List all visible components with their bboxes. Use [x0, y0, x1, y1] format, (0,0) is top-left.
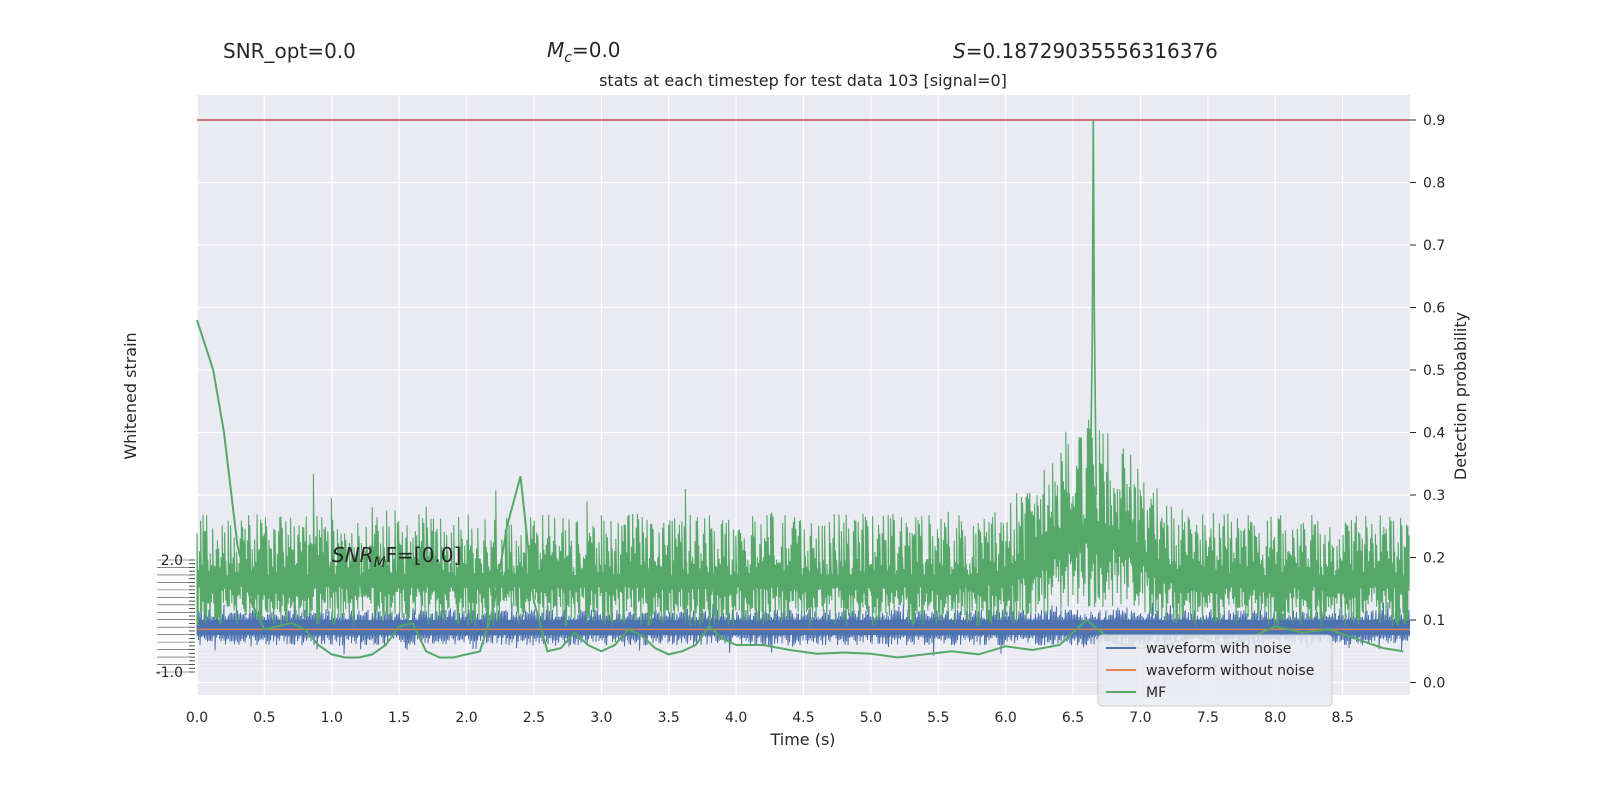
x-tick-label: 0.5: [253, 710, 275, 726]
x-tick-label: 5.5: [927, 710, 949, 726]
y-tick-label: 0.2: [1423, 551, 1445, 567]
x-tick-label: 1.5: [388, 710, 410, 726]
snr-opt-label: SNR_opt=0.0: [223, 39, 356, 63]
noise-trace: [196, 602, 1410, 656]
plot-area: [196, 95, 1410, 695]
y-tick-label: 0.4: [1423, 426, 1445, 442]
legend-label-noise: waveform with noise: [1146, 641, 1291, 657]
left-tick-label: 2.0: [161, 553, 183, 569]
left-axis-ticks: 2.0 -1.0: [156, 553, 195, 681]
snr-mf-annotation: SNRMF=[0.0]: [332, 543, 461, 571]
left-axis-label: Whitened strain: [121, 332, 140, 459]
x-tick-label: 4.0: [725, 710, 747, 726]
x-tick-label: 7.5: [1197, 710, 1219, 726]
y-tick-label: 0.6: [1423, 301, 1445, 317]
legend: waveform with noise waveform without noi…: [1097, 634, 1333, 707]
x-tick-label: 8.0: [1264, 710, 1286, 726]
x-tick-label: 2.5: [523, 710, 545, 726]
x-tick-label: 7.0: [1129, 710, 1151, 726]
x-axis-ticks: 0.0 0.5 1.0 1.5 2.0 2.5 3.0 3.5 4.0 4.5 5.0 5.5 6.0 6…: [186, 710, 1354, 726]
y-tick-label: 0.7: [1423, 238, 1445, 254]
x-tick-label: 3.5: [658, 710, 680, 726]
y-tick-label: 0.8: [1423, 176, 1445, 192]
y-tick-label: 0.0: [1423, 676, 1445, 692]
x-tick-label: 6.0: [995, 710, 1017, 726]
x-tick-label: 2.0: [455, 710, 477, 726]
right-axis-label: Detection probability: [1451, 312, 1470, 480]
x-tick-label: 0.0: [186, 710, 208, 726]
legend-label-mf: MF: [1146, 685, 1166, 701]
legend-label-clean: waveform without noise: [1146, 663, 1314, 679]
statistic-label: S=0.18729035556316376: [953, 39, 1218, 63]
x-axis-label: Time (s): [769, 730, 835, 749]
series-waveform-with-noise: [196, 602, 1410, 656]
y-tick-label: 0.9: [1423, 113, 1445, 129]
mf-fluctuation-trace: [196, 419, 1410, 627]
left-tick-label: -1.0: [156, 665, 183, 681]
x-tick-label: 4.5: [792, 710, 814, 726]
x-tick-label: 3.0: [590, 710, 612, 726]
y-tick-label: 0.5: [1423, 363, 1445, 379]
x-tick-label: 1.0: [321, 710, 343, 726]
x-tick-label: 6.5: [1062, 710, 1084, 726]
x-tick-label: 8.5: [1331, 710, 1353, 726]
right-axis-ticks: 0.0 0.1 0.2 0.3 0.4 0.5 0.6 0.7 0.8 0.9: [1410, 113, 1445, 692]
y-tick-label: 0.3: [1423, 488, 1445, 504]
chirp-mass-label: Mc=0.0: [547, 38, 621, 66]
y-tick-label: 0.1: [1423, 613, 1445, 629]
chart-title: stats at each timestep for test data 103…: [599, 71, 1007, 90]
x-tick-label: 5.0: [860, 710, 882, 726]
legend-box: [1097, 634, 1333, 707]
